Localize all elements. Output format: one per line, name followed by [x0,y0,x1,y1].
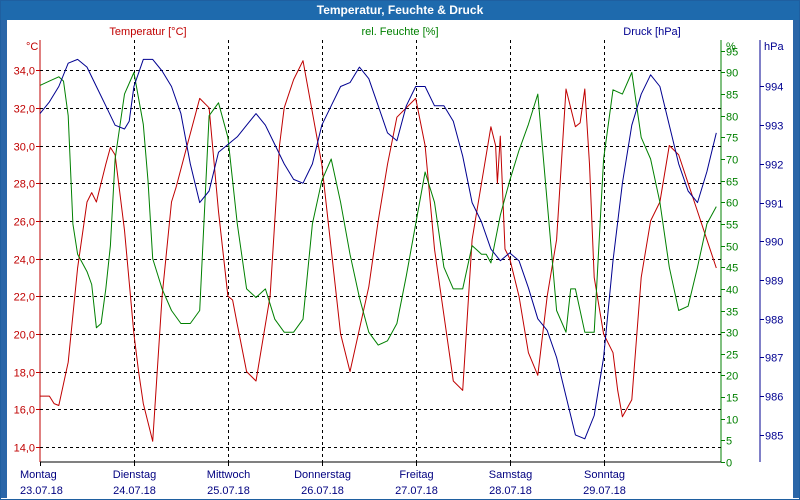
humidity-tick-label: 30 [726,328,738,340]
pressure-tick-label: 985 [765,431,783,443]
temperature-tick-label: 24,0 [14,255,35,267]
pressure-tick-label: 988 [765,315,783,327]
temperature-tick-label: 22,0 [14,292,35,304]
x-tick-weekday: Samstag [489,469,532,481]
humidity-tick-label: 60 [726,198,738,210]
x-tick-date: 28.07.18 [489,485,532,497]
x-tick-date: 29.07.18 [583,485,626,497]
humidity-tick-label: 90 [726,68,738,80]
humidity-tick-label: 10 [726,415,738,427]
x-tick-weekday: Montag [20,469,57,481]
x-tick-date: 23.07.18 [20,485,63,497]
humidity-tick-label: 0 [726,458,732,470]
humidity-tick-label: 45 [726,263,738,275]
x-tick-date: 25.07.18 [207,485,250,497]
pressure-tick-label: 993 [765,121,783,133]
pressure-tick-label: 989 [765,276,783,288]
x-tick-date: 27.07.18 [395,485,438,497]
humidity-tick-label: 35 [726,307,738,319]
x-tick-weekday: Freitag [399,469,433,481]
temperature-tick-label: 32,0 [14,104,35,116]
chart-title: Temperatur, Feuchte & Druck [1,1,799,20]
series-line-pressure [39,58,717,440]
temperature-tick-label: 18,0 [14,368,35,380]
temperature-tick-label: 26,0 [14,217,35,229]
humidity-unit: % [726,41,736,53]
temperature-unit: °C [26,41,38,53]
pressure-tick-label: 987 [765,353,783,365]
temperature-tick-label: 34,0 [14,66,35,78]
pressure-tick-label: 994 [765,82,783,94]
pressure-unit: hPa [764,41,784,53]
x-tick-weekday: Sonntag [584,469,625,481]
x-tick-weekday: Mittwoch [207,469,250,481]
humidity-tick-label: 55 [726,220,738,232]
humidity-tick-label: 50 [726,242,738,254]
temperature-axis-label: Temperatur [°C] [109,26,186,38]
right-border [793,20,799,498]
left-border [1,20,7,498]
x-tick-date: 26.07.18 [301,485,344,497]
humidity-tick-label: 80 [726,112,738,124]
x-tick-weekday: Donnerstag [294,469,351,481]
x-tick-weekday: Dienstag [113,469,156,481]
humidity-tick-label: 65 [726,177,738,189]
pressure-axis-label: Druck [hPa] [623,26,680,38]
humidity-tick-label: 75 [726,133,738,145]
temperature-tick-label: 30,0 [14,142,35,154]
pressure-tick-label: 991 [765,199,783,211]
pressure-tick-label: 990 [765,237,783,249]
temperature-tick-label: 14,0 [14,443,35,455]
humidity-tick-label: 25 [726,350,738,362]
humidity-tick-label: 40 [726,285,738,297]
temperature-tick-label: 20,0 [14,330,35,342]
humidity-axis-label: rel. Feuchte [%] [361,26,438,38]
x-tick-date: 24.07.18 [113,485,156,497]
pressure-tick-label: 986 [765,392,783,404]
humidity-tick-label: 20 [726,371,738,383]
humidity-tick-label: 95 [726,47,738,59]
humidity-tick-label: 70 [726,155,738,167]
humidity-tick-label: 15 [726,393,738,405]
humidity-tick-label: 5 [726,436,732,448]
series-line-temperature [40,60,717,442]
temperature-tick-label: 16,0 [14,405,35,417]
humidity-tick-label: 85 [726,90,738,102]
series-line-humidity [39,72,717,346]
temperature-tick-label: 28,0 [14,179,35,191]
pressure-tick-label: 992 [765,160,783,172]
